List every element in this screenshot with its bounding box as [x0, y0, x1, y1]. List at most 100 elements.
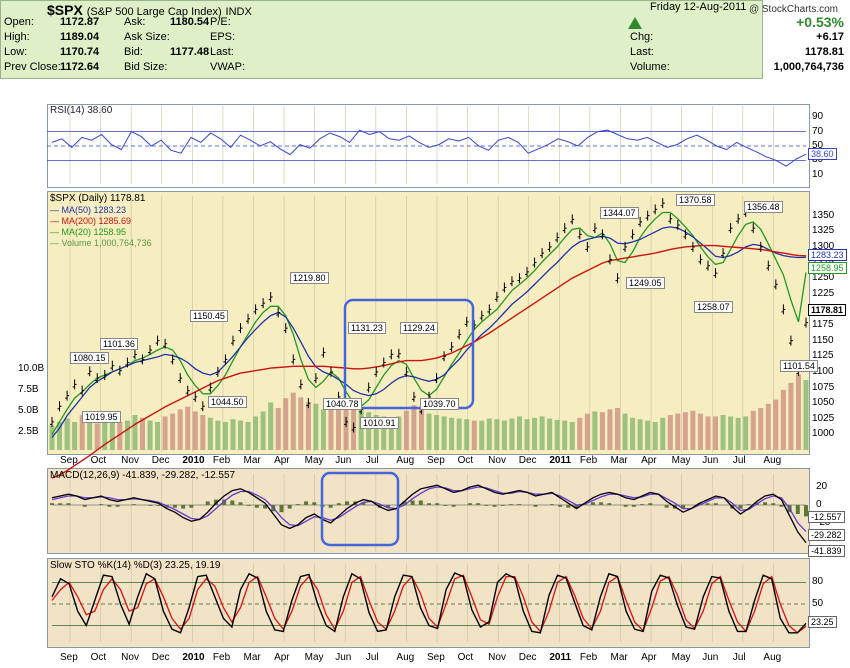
volume-bar [373, 415, 379, 450]
macd-histogram-bar [484, 505, 489, 506]
volume-bar [615, 408, 620, 450]
volume-bar [509, 418, 515, 450]
volume-bar [464, 419, 470, 450]
macd-histogram-bar [804, 505, 808, 517]
macd-histogram-bar [263, 505, 268, 509]
volume-bar [313, 403, 319, 450]
volume-bar [403, 410, 409, 450]
volume-bar [652, 422, 658, 450]
volume-bar [305, 402, 311, 450]
volume-bar [87, 420, 93, 450]
macd-histogram-bar [558, 505, 563, 507]
sto-k-line [51, 572, 807, 634]
volume-bar [320, 409, 326, 450]
volume-bar [260, 411, 266, 450]
macd-histogram-bar [172, 505, 177, 508]
volume-bar [705, 416, 711, 450]
volume-bar [49, 425, 55, 450]
macd-histogram-bar [328, 505, 333, 508]
volume-bar [222, 422, 228, 450]
volume-bar [456, 418, 462, 450]
quote-label: Low: [4, 46, 28, 58]
volume-bar [147, 420, 153, 450]
macd-signal-line [51, 486, 807, 532]
quote-label: VWAP: [210, 61, 246, 73]
macd-histogram-bar [640, 504, 645, 505]
macd-histogram-bar [295, 504, 300, 505]
macd-histogram-bar [771, 503, 776, 505]
volume-bar [79, 415, 85, 450]
volume-bar [773, 399, 779, 450]
volume-bar [275, 408, 281, 450]
macd-histogram-bar [254, 505, 259, 508]
volume-bar [290, 392, 296, 450]
volume-bar [584, 413, 590, 450]
macd-histogram-bar [189, 505, 194, 508]
macd-histogram-bar [623, 505, 628, 507]
macd-histogram-bar [427, 503, 431, 505]
macd-histogram-bar [607, 503, 612, 505]
volume-bar [94, 423, 100, 450]
volume-bar [177, 409, 183, 450]
macd-histogram-bar [574, 505, 579, 509]
quote-value: 1178.81 [804, 46, 844, 58]
volume-bar [660, 417, 666, 450]
volume-bar [743, 416, 749, 450]
macd-histogram-bar [99, 504, 104, 505]
macd-histogram-bar [312, 502, 317, 505]
volume-bar [682, 412, 688, 450]
macd-histogram-bar [631, 505, 636, 507]
volume-bar [124, 420, 130, 450]
volume-bar [268, 402, 274, 450]
quote-value: 1170.74 [60, 46, 100, 58]
macd-histogram-bar [443, 505, 448, 506]
volume-bar [780, 389, 786, 450]
source-credit: @ StockCharts.com [748, 4, 838, 15]
volume-bar [155, 422, 161, 450]
macd-histogram-bar [82, 505, 87, 507]
volume-bar [713, 416, 719, 450]
macd-histogram-bar [246, 505, 251, 506]
symbol-name: (S&P 500 Large Cap Index) [86, 6, 222, 18]
volume-bar [215, 420, 221, 450]
volume-bar [283, 398, 289, 450]
macd-histogram-bar [418, 500, 423, 505]
macd-histogram-bar [66, 503, 71, 505]
volume-bar [418, 406, 424, 450]
highlight-box [343, 298, 475, 410]
macd-histogram-bar [713, 503, 718, 505]
macd-histogram-bar [131, 504, 136, 505]
macd-panel [47, 468, 810, 554]
volume-bar [795, 374, 801, 450]
quote-label: Open: [4, 16, 34, 28]
volume-bar [803, 380, 809, 450]
volume-bar [117, 422, 123, 450]
macd-histogram-bar [115, 505, 120, 507]
change-percent: +0.53% [796, 14, 844, 30]
macd-histogram-bar [156, 505, 161, 506]
macd-histogram-bar [681, 505, 686, 509]
volume-bar [192, 411, 198, 450]
quote-value: 1189.04 [60, 31, 100, 43]
up-arrow-icon [628, 17, 642, 29]
volume-bar [358, 409, 364, 450]
volume-bar [599, 412, 605, 450]
quote-date: Friday 12-Aug-2011 [650, 1, 747, 13]
stochastic-panel [47, 558, 810, 648]
volume-bar [569, 422, 575, 450]
volume-bar [207, 417, 213, 450]
volume-bar [441, 416, 447, 450]
exchange: INDX [225, 6, 252, 18]
volume-bar [426, 413, 432, 450]
volume-bar [607, 409, 613, 450]
quote-label: Bid: [124, 46, 143, 58]
macd-histogram-bar [238, 502, 243, 505]
macd-histogram-bar [648, 503, 653, 505]
volume-bar [622, 413, 628, 450]
volume-bar [102, 418, 108, 450]
quote-label: Ask Size: [124, 31, 170, 43]
quote-label: Ask: [124, 16, 146, 28]
quote-value: 1172.87 [60, 16, 100, 28]
macd-histogram-bar [795, 505, 800, 514]
macd-histogram-bar [287, 505, 292, 509]
